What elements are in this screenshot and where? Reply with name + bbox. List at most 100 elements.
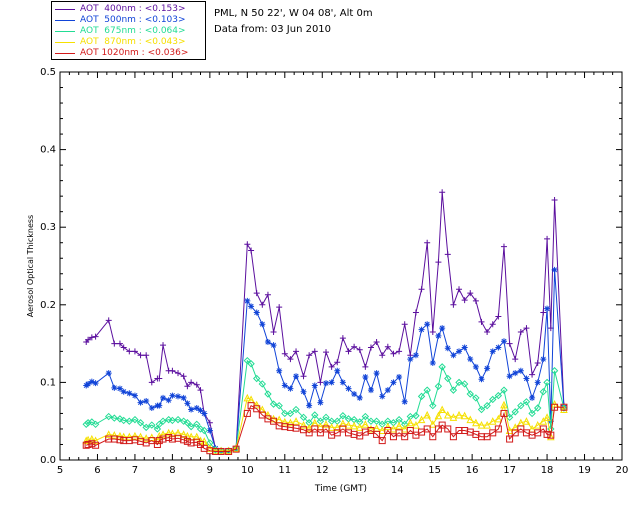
data-point-400nm <box>540 309 547 316</box>
data-point-400nm <box>495 313 502 320</box>
data-point-675nm <box>84 419 92 427</box>
data-point-1020nm <box>148 437 156 445</box>
data-point-400nm <box>351 343 358 350</box>
data-point-500nm <box>551 266 558 273</box>
data-point-675nm <box>136 419 145 427</box>
legend-item-675nm[interactable]: AOT 675nm : <0.064> <box>52 25 205 37</box>
data-point-400nm <box>429 328 436 335</box>
data-point-675nm <box>460 380 469 388</box>
legend-item-870nm[interactable]: AOT 870nm : <0.043> <box>52 36 205 48</box>
data-point-1020nm <box>232 445 240 453</box>
data-point-400nm <box>435 259 442 266</box>
data-point-1020nm <box>333 429 341 437</box>
data-point-1020nm <box>217 447 225 455</box>
data-point-870nm <box>539 417 548 425</box>
data-point-500nm <box>175 393 182 400</box>
data-point-1020nm <box>225 447 233 455</box>
data-point-500nm <box>517 367 524 374</box>
data-point-870nm <box>378 426 387 435</box>
data-point-500nm <box>534 379 541 386</box>
data-point-500nm <box>478 376 485 383</box>
legend-item-500nm[interactable]: AOT 500nm : <0.103> <box>52 14 205 26</box>
data-point-400nm <box>523 325 530 332</box>
data-point-675nm <box>539 388 548 396</box>
data-point-870nm <box>434 411 443 420</box>
data-point-400nm <box>180 373 187 380</box>
data-point-675nm <box>110 414 119 422</box>
data-point-400nm <box>484 328 491 335</box>
data-point-400nm <box>85 336 92 343</box>
data-point-870nm <box>159 430 167 438</box>
data-point-870nm <box>183 431 192 440</box>
data-point-400nm <box>116 340 123 347</box>
y-tick-label: 0.2 <box>40 300 56 311</box>
data-point-500nm <box>293 373 300 380</box>
data-point-500nm <box>544 305 551 312</box>
data-point-675nm <box>455 378 463 387</box>
data-point-500nm <box>506 373 513 380</box>
data-point-870nm <box>125 432 134 441</box>
data-point-400nm <box>317 379 324 386</box>
data-point-870nm <box>232 444 240 452</box>
data-point-500nm <box>512 370 519 377</box>
data-point-1020nm <box>322 425 330 433</box>
data-point-870nm <box>395 421 403 430</box>
data-point-500nm <box>439 325 446 332</box>
data-point-400nm <box>111 340 118 347</box>
data-point-500nm <box>131 392 138 399</box>
data-point-870nm <box>88 434 96 443</box>
data-point-500nm <box>253 309 260 316</box>
data-point-675nm <box>444 374 452 383</box>
data-point-400nm <box>500 243 507 250</box>
data-point-675nm <box>500 386 508 394</box>
data-point-400nm <box>544 235 551 242</box>
data-point-400nm <box>390 350 397 357</box>
data-point-870nm <box>500 400 508 409</box>
station-location: PML, N 50 22', W 04 08', Alt 0m <box>214 8 373 19</box>
data-point-400nm <box>264 291 271 298</box>
data-point-675nm <box>258 380 267 388</box>
data-point-1020nm <box>384 427 392 435</box>
data-point-675nm <box>104 412 113 421</box>
data-point-870nm <box>179 430 188 438</box>
data-point-1020nm <box>258 411 266 419</box>
data-point-1020nm <box>434 425 442 433</box>
legend-label-675nm: AOT 675nm : <0.064> <box>80 26 186 36</box>
data-point-400nm <box>362 363 369 370</box>
data-point-400nm <box>306 352 313 359</box>
data-point-870nm <box>292 417 300 425</box>
data-point-870nm <box>428 420 437 428</box>
legend-item-1020nm[interactable]: AOT 1020nm : <0.036> <box>52 47 205 59</box>
data-point-500nm <box>148 405 155 412</box>
data-point-500nm <box>105 370 112 377</box>
data-point-675nm <box>119 416 128 425</box>
x-tick-label: 9 <box>207 465 213 476</box>
data-point-1020nm <box>165 433 173 441</box>
data-point-1020nm <box>444 425 452 433</box>
data-point-400nm <box>244 241 251 248</box>
data-point-870nm <box>142 434 150 442</box>
data-point-675nm <box>517 401 525 410</box>
data-point-675nm <box>286 409 295 418</box>
data-point-675nm <box>483 401 491 410</box>
data-point-500nm <box>160 394 167 401</box>
x-axis-label: Time (GMT) <box>314 484 367 494</box>
data-point-1020nm <box>423 425 431 433</box>
data-point-1020nm <box>449 433 457 441</box>
data-point-400nm <box>328 363 335 370</box>
data-point-500nm <box>407 356 414 363</box>
data-point-400nm <box>339 335 346 342</box>
data-point-675nm <box>247 360 255 368</box>
data-point-675nm <box>196 425 205 433</box>
data-point-500nm <box>484 365 491 372</box>
x-tick-label: 13 <box>353 465 366 476</box>
data-point-400nm <box>373 339 380 346</box>
data-point-1020nm <box>367 427 375 435</box>
data-point-870nm <box>472 418 480 427</box>
data-point-870nm <box>350 421 358 430</box>
legend-item-400nm[interactable]: AOT 400nm : <0.153> <box>52 3 205 15</box>
data-point-400nm <box>270 328 277 335</box>
x-tick-label: 19 <box>578 465 591 476</box>
data-point-675nm <box>311 411 319 419</box>
